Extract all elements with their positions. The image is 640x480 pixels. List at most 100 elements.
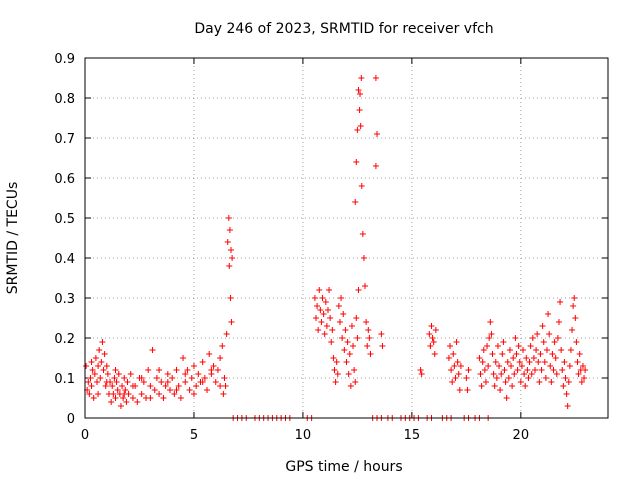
data-point (129, 383, 136, 389)
data-point (465, 367, 472, 373)
data-point (355, 287, 362, 293)
data-point (228, 319, 235, 325)
x-tick-label: 5 (190, 428, 198, 443)
data-point (95, 363, 102, 369)
data-point (129, 395, 136, 401)
data-point (374, 131, 381, 137)
data-point (147, 383, 154, 389)
data-point (201, 375, 208, 381)
data-point (569, 327, 576, 333)
data-point (372, 163, 379, 169)
data-point (326, 287, 333, 293)
data-point (379, 343, 386, 349)
data-point (482, 379, 489, 385)
data-point (538, 367, 545, 373)
data-point (222, 383, 229, 389)
data-point (208, 367, 215, 373)
data-point (319, 295, 326, 301)
data-point (322, 299, 329, 305)
data-point (431, 351, 438, 357)
data-point (366, 335, 373, 341)
data-point (188, 375, 195, 381)
data-point (321, 331, 328, 337)
data-point (323, 323, 330, 329)
data-point (537, 351, 544, 357)
data-point (316, 287, 323, 293)
data-point (110, 391, 117, 397)
data-point (186, 387, 193, 393)
data-point (564, 403, 571, 409)
y-tick-label: 0.2 (54, 332, 75, 347)
data-point (554, 335, 561, 341)
data-point (87, 375, 94, 381)
y-tick-label: 0 (67, 412, 75, 427)
data-point (353, 159, 360, 165)
data-point (96, 347, 103, 353)
data-point (455, 371, 462, 377)
data-point (484, 343, 491, 349)
data-point (166, 387, 173, 393)
data-point (180, 355, 187, 361)
data-point (341, 347, 348, 353)
data-point (140, 379, 147, 385)
data-point (427, 343, 434, 349)
data-point (505, 375, 512, 381)
data-point (85, 379, 92, 385)
data-point (449, 379, 456, 385)
data-point (357, 123, 364, 129)
data-point (103, 379, 110, 385)
data-point (100, 367, 107, 373)
data-point (481, 367, 488, 373)
data-point (354, 335, 361, 341)
data-point (463, 375, 470, 381)
y-tick-label: 0.8 (54, 92, 75, 107)
data-point (572, 315, 579, 321)
data-point (228, 247, 235, 253)
data-point (190, 391, 197, 397)
data-point (364, 343, 371, 349)
data-point (363, 319, 370, 325)
data-point (558, 347, 565, 353)
data-point (338, 295, 345, 301)
data-point (334, 371, 341, 377)
data-point (573, 339, 580, 345)
data-point (91, 371, 98, 377)
data-point (312, 315, 319, 321)
data-point (175, 383, 182, 389)
data-point (355, 87, 362, 93)
data-point (342, 327, 349, 333)
x-tick-label: 0 (81, 428, 89, 443)
data-point (344, 339, 351, 345)
data-point (332, 379, 339, 385)
data-point (570, 303, 577, 309)
data-point (491, 383, 498, 389)
data-point (117, 403, 124, 409)
data-point (448, 367, 455, 373)
data-point (522, 383, 529, 389)
data-point (115, 371, 122, 377)
data-point (112, 395, 119, 401)
data-point (190, 363, 197, 369)
data-point (329, 327, 336, 333)
data-point (220, 391, 227, 397)
data-point (506, 347, 513, 353)
data-point (177, 395, 184, 401)
data-point (445, 355, 452, 361)
data-point (432, 327, 439, 333)
data-point (204, 387, 211, 393)
data-point (103, 363, 110, 369)
data-point (173, 367, 180, 373)
data-point (567, 347, 574, 353)
data-point (317, 307, 324, 313)
data-point (561, 359, 568, 365)
data-point (490, 371, 497, 377)
data-point (214, 367, 221, 373)
data-point (451, 363, 458, 369)
data-point (549, 351, 556, 357)
data-point (121, 375, 128, 381)
data-point (478, 383, 485, 389)
data-point (565, 379, 572, 385)
data-point (221, 375, 228, 381)
